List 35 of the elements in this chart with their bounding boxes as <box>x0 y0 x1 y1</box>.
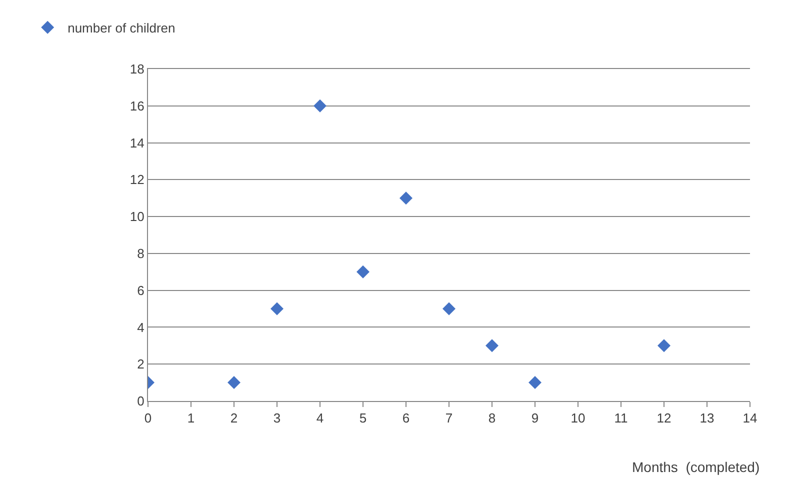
y-tick-label: 8 <box>137 246 144 261</box>
legend-label: number of children <box>68 20 176 36</box>
point <box>486 339 498 352</box>
y-tick-label: 14 <box>130 135 144 150</box>
point <box>228 376 240 390</box>
x-tick-label: 11 <box>614 410 628 426</box>
x-tick-label: 8 <box>488 410 496 426</box>
point <box>528 376 542 390</box>
y-tick-label: 6 <box>137 282 144 298</box>
x-tick-label: 13 <box>700 410 714 426</box>
x-tick-label: 5 <box>359 410 367 426</box>
x-tick-label: 3 <box>273 410 281 426</box>
y-tick-label: 0 <box>137 394 144 409</box>
x-tick-label: 6 <box>402 410 410 426</box>
x-tick-label: 1 <box>187 410 195 426</box>
x-tick-label: 14 <box>742 410 758 426</box>
y-tick-label: 10 <box>130 209 144 224</box>
y-tick-label: 18 <box>130 62 144 77</box>
point <box>442 302 456 316</box>
y-tick-label: 4 <box>137 320 144 335</box>
x-tick-label: 2 <box>230 410 238 426</box>
point <box>400 192 412 205</box>
x-tick-label: 7 <box>445 410 453 426</box>
point <box>356 265 370 278</box>
x-tick-label: 9 <box>531 410 539 426</box>
x-tick-label: 12 <box>656 410 672 426</box>
point <box>314 99 326 112</box>
x-axis-title: Months (completed) <box>632 459 760 475</box>
y-tick-label: 2 <box>137 356 144 372</box>
y-tick-label: 12 <box>130 172 144 188</box>
y-tick-label: 16 <box>130 98 144 114</box>
point <box>270 302 284 316</box>
x-tick-label: 4 <box>316 410 324 426</box>
point <box>658 339 670 352</box>
x-tick-label: 10 <box>570 410 586 426</box>
